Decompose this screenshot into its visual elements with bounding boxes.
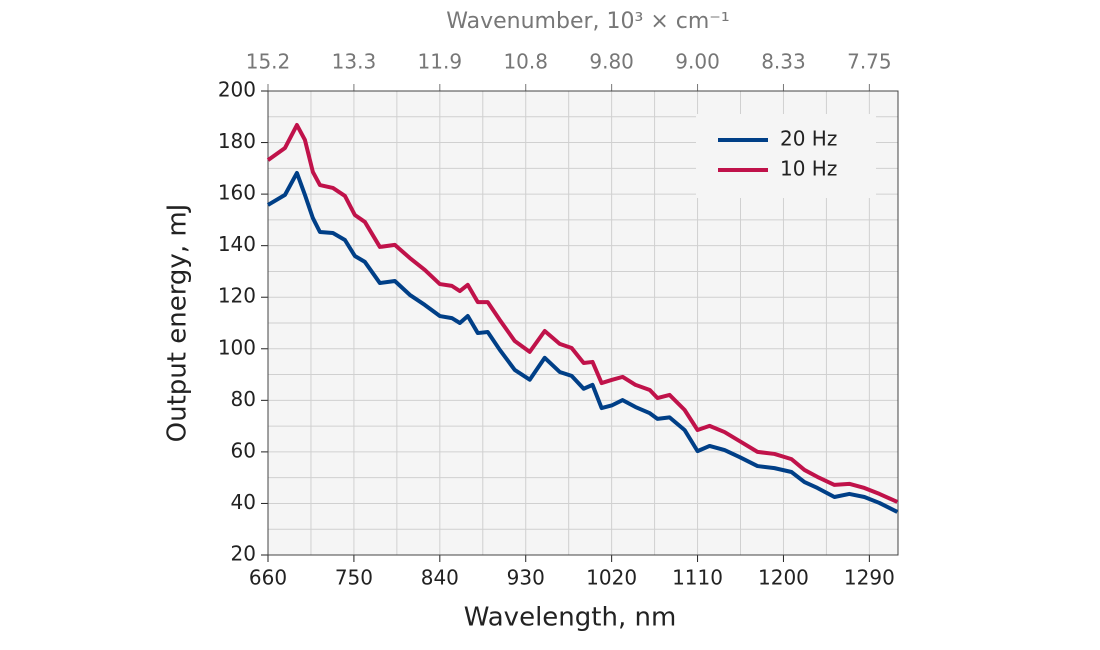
y-tick-label: 140 <box>218 232 256 256</box>
x-tick-label: 840 <box>421 566 459 590</box>
x2-tick-label: 9.80 <box>589 50 634 74</box>
x-tick-label: 1290 <box>844 566 895 590</box>
x2-tick-label: 15.2 <box>246 50 291 74</box>
series-line <box>266 123 899 504</box>
x-tick-label: 1200 <box>758 566 809 590</box>
y-axis-label: Output energy, mJ <box>163 204 193 443</box>
y-tick-label: 120 <box>218 284 256 308</box>
x2-tick-label: 10.8 <box>503 50 548 74</box>
x2-tick-label: 7.75 <box>847 50 892 74</box>
x-tick-label: 1020 <box>586 566 637 590</box>
y-tick-label: 200 <box>218 78 256 102</box>
y-tick-label: 60 <box>231 438 256 462</box>
series-line <box>266 170 899 514</box>
x-tick-label: 750 <box>335 566 373 590</box>
y-tick-label: 160 <box>218 181 256 205</box>
x2-tick-label: 8.33 <box>761 50 806 74</box>
y-tick-label: 180 <box>218 129 256 153</box>
x-tick-label: 660 <box>249 566 287 590</box>
x-tick-label: 930 <box>507 566 545 590</box>
y-tick-label: 40 <box>231 490 256 514</box>
x-tick-label: 1110 <box>672 566 723 590</box>
y-tick-label: 80 <box>231 387 256 411</box>
y-tick-label: 20 <box>231 542 256 566</box>
x2-tick-label: 9.00 <box>675 50 720 74</box>
x2-tick-label: 13.3 <box>332 50 377 74</box>
legend-label: 20 Hz <box>780 127 837 151</box>
x-axis-label: Wavelength, nm <box>464 603 677 633</box>
plot-frame <box>267 90 899 556</box>
legend-label: 10 Hz <box>780 157 837 181</box>
x2-axis-label: Wavenumber, 10³ × cm⁻¹ <box>446 9 729 34</box>
y-tick-label: 100 <box>218 335 256 359</box>
x2-tick-label: 11.9 <box>418 50 463 74</box>
legend-box <box>696 114 876 198</box>
